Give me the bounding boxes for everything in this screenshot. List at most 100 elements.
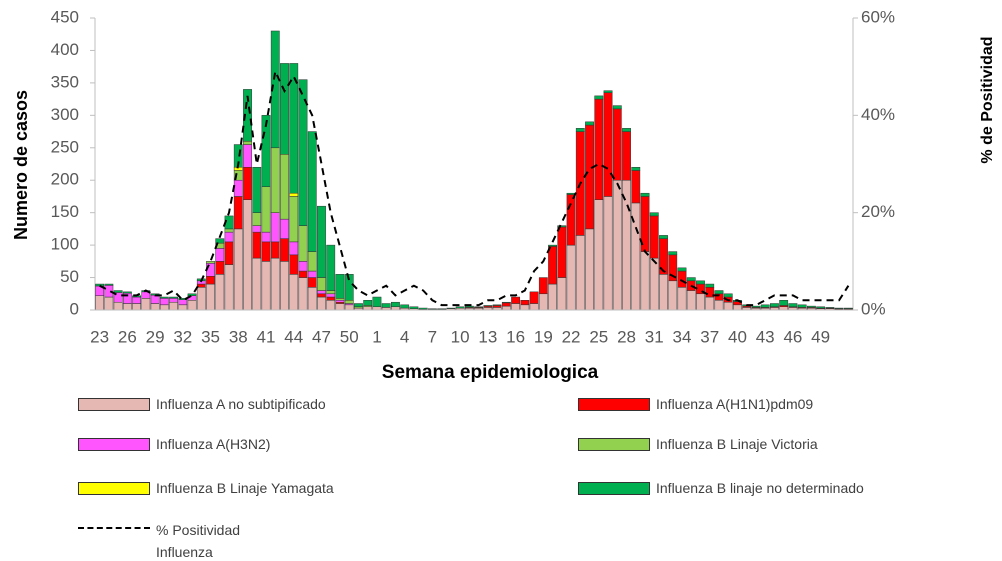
y-tick-label: 350 (51, 72, 79, 91)
bar-segment (714, 290, 724, 295)
legend-swatch (78, 527, 150, 529)
bar-segment (215, 274, 225, 311)
bar-segment (122, 291, 132, 294)
legend-label: Influenza B linaje no determinado (656, 480, 864, 496)
bar-segment (437, 308, 447, 310)
bar-segment (298, 225, 308, 262)
legend-item: Influenza B linaje no determinado (578, 480, 864, 496)
bar-segment (529, 291, 539, 304)
bar-segment (289, 254, 299, 275)
x-tick-label: 40 (728, 327, 747, 346)
bar-segment (566, 192, 576, 195)
bar-segment (585, 124, 594, 230)
x-tick-label: 22 (562, 327, 581, 346)
bar-segment (252, 166, 262, 213)
bar-segment (196, 287, 206, 311)
y2-tick-label: 60% (861, 7, 895, 26)
positivity-line (99, 68, 850, 307)
bar-segment (280, 218, 289, 239)
bar-segment (511, 296, 521, 304)
bar-segment (816, 306, 826, 309)
bar-segment (603, 90, 613, 93)
x-tick-label: 32 (173, 327, 192, 346)
legend-item: % Positividad Influenza (78, 519, 271, 561)
bar-segment (686, 277, 696, 282)
bar-segment (668, 280, 678, 311)
bar-segment (335, 303, 345, 311)
x-tick-label: 25 (589, 327, 608, 346)
bar-segment (206, 283, 215, 311)
x-tick-label: 16 (506, 327, 525, 346)
bar-segment (770, 303, 779, 308)
bar-segment (206, 276, 215, 285)
bar-segment (677, 267, 687, 272)
bar-segment (723, 301, 733, 311)
bar-segment (455, 306, 465, 309)
bar-segment (113, 290, 123, 293)
bar-segment (122, 303, 132, 311)
bar-segment (354, 303, 363, 308)
bar-segment (187, 293, 197, 296)
bar-segment (511, 303, 521, 311)
x-tick-label: 29 (146, 327, 165, 346)
bar-segment (150, 303, 160, 311)
bar-segment (252, 225, 262, 233)
x-tick-label: 19 (534, 327, 553, 346)
bar-segment (307, 131, 317, 252)
bar-segment (483, 305, 493, 307)
bar-segment (132, 303, 142, 311)
bar-segment (261, 186, 271, 233)
x-tick-label: 50 (340, 327, 359, 346)
bar-segment (501, 302, 511, 307)
bar-segment (298, 79, 308, 226)
y-axis-title: Numero de casos (11, 90, 31, 240)
x-tick-label: 43 (756, 327, 775, 346)
bar-segment (224, 231, 234, 243)
bar-segment (243, 144, 252, 168)
bar-segment (243, 89, 252, 142)
bar-segment (594, 95, 604, 100)
x-tick-label: 44 (284, 327, 303, 346)
y-tick-label: 100 (51, 235, 79, 254)
bar-segment (501, 305, 511, 311)
bar-segment (307, 277, 317, 288)
bar-segment (474, 306, 484, 308)
legend-item: Influenza A(H1N1)pdm09 (578, 396, 813, 412)
bar-segment (215, 238, 225, 244)
bar-segment (631, 170, 641, 204)
bar-segment (298, 261, 308, 272)
bar-segment (243, 166, 252, 200)
y-tick-label: 50 (60, 267, 79, 286)
bar-segment (640, 192, 650, 197)
bar-segment (178, 304, 188, 311)
bar-segment (317, 293, 326, 298)
y-tick-label: 200 (51, 170, 79, 189)
bar-segment (751, 305, 761, 308)
bar-segment (372, 296, 382, 308)
bar-segment (548, 244, 557, 247)
x-tick-label: 7 (428, 327, 437, 346)
bar-segment (307, 270, 317, 278)
x-tick-label: 1 (372, 327, 381, 346)
bar-segment (326, 296, 336, 301)
y-tick-label: 300 (51, 105, 79, 124)
bar-segment (612, 105, 622, 110)
bar-segment (622, 128, 631, 132)
bar-segment (104, 296, 114, 311)
bar-segment (224, 264, 234, 311)
bar-segment (243, 199, 252, 311)
bar-segment (317, 290, 326, 295)
bar-segment (215, 248, 225, 262)
x-axis-title: Semana epidemiologica (382, 362, 599, 383)
bar-segment (723, 293, 733, 298)
bar-segment (261, 115, 271, 187)
bar-segment (760, 304, 770, 308)
bar-segment (261, 261, 271, 311)
bar-segment (585, 121, 594, 126)
x-tick-label: 4 (400, 327, 409, 346)
bar-segment (169, 298, 178, 303)
y2-tick-label: 40% (861, 105, 895, 124)
legend-swatch (78, 398, 150, 411)
bar-segment (344, 274, 354, 301)
